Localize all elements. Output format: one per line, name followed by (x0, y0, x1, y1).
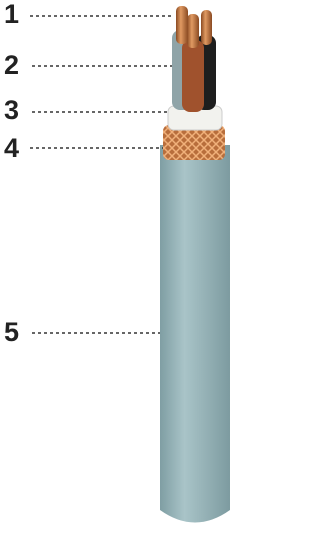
core-insulation-brown (182, 40, 204, 112)
outer-sheath (160, 145, 230, 523)
callout-number: 3 (4, 95, 19, 125)
cable-diagram: 1 2 3 4 5 (0, 0, 240, 533)
page: 1 2 3 4 5 (() => { const data = JSON.par… (0, 0, 240, 533)
callout-number: 4 (4, 133, 19, 163)
conductor (201, 10, 212, 45)
callout-number: 1 (4, 0, 19, 29)
callout-number: 5 (4, 317, 19, 347)
callout-number: 2 (4, 50, 19, 80)
conductor (176, 6, 188, 44)
conductor (187, 14, 199, 48)
